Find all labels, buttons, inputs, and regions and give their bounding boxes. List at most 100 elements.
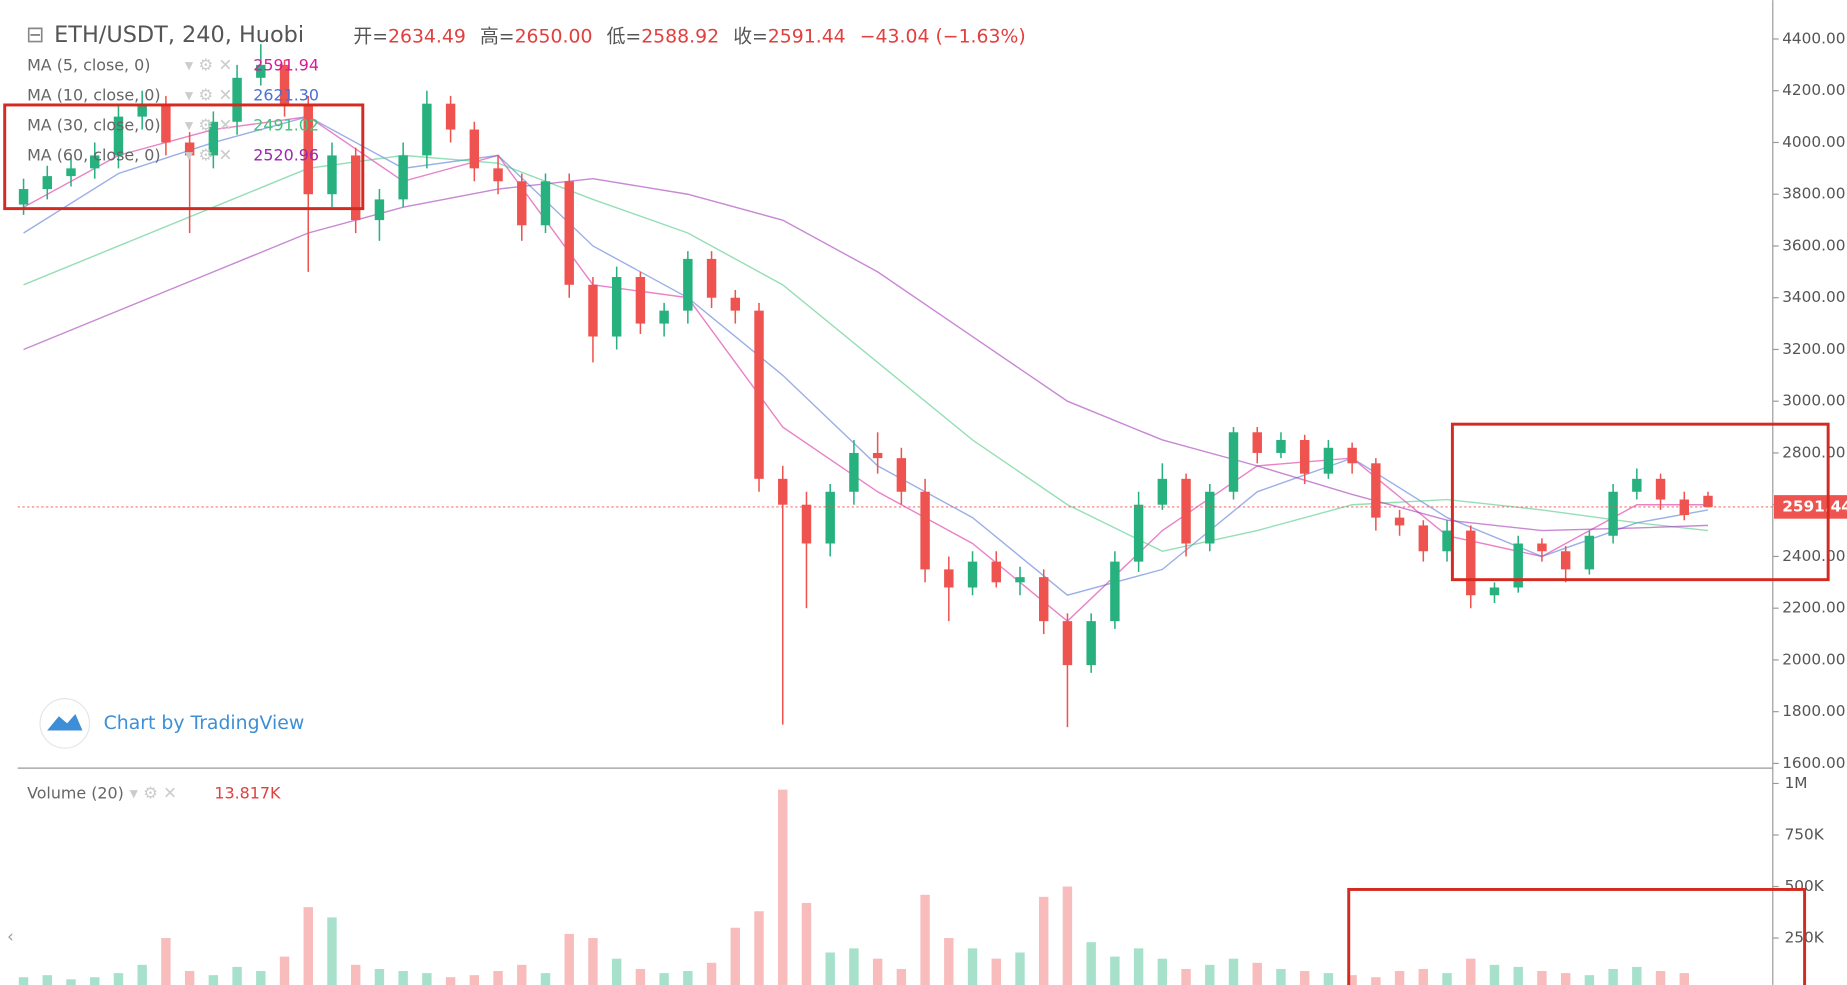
y-tick-label: 2200.00	[1782, 599, 1845, 617]
candle-body	[66, 168, 76, 177]
candle-body	[1205, 491, 1215, 544]
candle-body	[540, 181, 551, 226]
y-tick-label: 3400.00	[1782, 288, 1845, 306]
volume-bar	[1560, 973, 1571, 985]
volume-bar	[350, 964, 361, 985]
scroll-arrow[interactable]: ‹	[7, 927, 14, 946]
candle-body	[1157, 478, 1168, 505]
volume-bar	[944, 938, 954, 985]
candle-body	[184, 142, 195, 156]
volume-bar	[113, 973, 124, 985]
candle-body	[1133, 504, 1144, 562]
volume-bar	[90, 977, 100, 985]
y-tick-label: 3600.00	[1782, 236, 1845, 254]
candle-body	[1276, 440, 1286, 453]
candle-body	[920, 491, 930, 570]
label: 低=	[607, 25, 642, 47]
value: 2650.00	[515, 26, 593, 47]
candle-body	[18, 189, 29, 205]
candle-body	[1560, 551, 1571, 570]
volume-bar	[1181, 968, 1191, 985]
volume-bar	[1418, 968, 1429, 985]
volume-bar	[1489, 964, 1500, 985]
volume-bar	[303, 907, 313, 985]
legend-icons: ▾ ⚙ ✕	[185, 86, 232, 105]
volume-bar	[1466, 958, 1476, 985]
y-tick-label: 4200.00	[1782, 81, 1845, 99]
candle-body	[1039, 577, 1049, 622]
volume-bar	[611, 958, 622, 985]
volume-bar	[564, 933, 574, 985]
candle-body	[1418, 525, 1429, 552]
volume-bar	[683, 971, 693, 985]
volume-bar	[778, 789, 788, 985]
volume-bar	[896, 968, 907, 985]
volume-bar	[1347, 975, 1357, 985]
candle-body	[493, 168, 503, 182]
legend-value: 2491.02	[253, 116, 319, 135]
volume-bar	[540, 973, 551, 985]
candle-body	[469, 129, 480, 169]
volume-bar	[801, 903, 812, 985]
candle-body	[1632, 478, 1642, 492]
candle-body	[1299, 440, 1310, 474]
volume-bar	[1394, 971, 1405, 985]
volume-bar	[279, 956, 290, 985]
y-tick-label: 3000.00	[1782, 392, 1845, 410]
candle-body	[967, 561, 978, 588]
candle-body	[232, 77, 242, 122]
watermark[interactable]: Chart by TradingView	[104, 713, 305, 734]
volume-bar	[706, 962, 717, 985]
y-tick-label: 3800.00	[1782, 185, 1845, 203]
annotation-box	[1347, 887, 1807, 985]
volume-bar	[872, 958, 883, 985]
volume-bar	[1608, 968, 1618, 985]
volume-bar	[66, 979, 76, 985]
candle-body	[350, 155, 361, 221]
volume-bar	[517, 964, 527, 985]
volume-bar	[635, 968, 646, 985]
candle-body	[1181, 478, 1191, 544]
candle-body	[422, 103, 432, 156]
overlay: ⊟ ETH/USDT, 240, Huobi 开=2634.49 高=2650.0…	[3, 22, 1830, 985]
candle-body	[1062, 621, 1073, 666]
collapse-icon[interactable]: ⊟	[26, 22, 45, 48]
candle-body	[1537, 543, 1547, 552]
legend-value: 2591.94	[253, 56, 319, 75]
legend-name: MA (5, close, 0)	[27, 56, 150, 75]
legend-value: 2520.96	[253, 146, 319, 165]
volume-bar	[327, 917, 337, 985]
volume-bar	[1371, 977, 1381, 985]
candle-body	[1513, 543, 1523, 588]
candle-body	[327, 155, 337, 195]
volume-bar	[422, 973, 432, 985]
volume-bar	[374, 968, 385, 985]
candle-body	[90, 155, 100, 169]
volume-bar	[1679, 973, 1689, 985]
volume-bar	[920, 894, 930, 985]
volume-bar	[1323, 973, 1334, 985]
candle-body	[730, 297, 741, 311]
candle-body	[303, 103, 313, 195]
candle-body	[1466, 530, 1476, 596]
candle-body	[706, 258, 717, 298]
y-tick-label: 1600.00	[1782, 754, 1845, 772]
annotation-box	[1450, 422, 1830, 582]
annotation-box	[3, 103, 365, 211]
volume-bar	[493, 971, 503, 985]
candle-body	[611, 277, 622, 337]
legend-name: MA (30, close, 0)	[27, 116, 161, 135]
candle-body	[1086, 621, 1096, 666]
candle-body	[256, 64, 266, 78]
volume-bar	[1062, 886, 1073, 985]
volume-bar	[256, 971, 266, 985]
volume-bar	[208, 975, 219, 985]
value: 2591.44	[768, 26, 846, 47]
volume-tick-label: 750K	[1785, 825, 1825, 843]
symbol-title: ETH/USDT, 240, Huobi	[54, 22, 304, 48]
candle-body	[1252, 432, 1262, 453]
candle-body	[1608, 491, 1618, 536]
volume-bar	[825, 952, 835, 985]
volume-bar	[1205, 964, 1215, 985]
volume-bar	[161, 938, 171, 985]
